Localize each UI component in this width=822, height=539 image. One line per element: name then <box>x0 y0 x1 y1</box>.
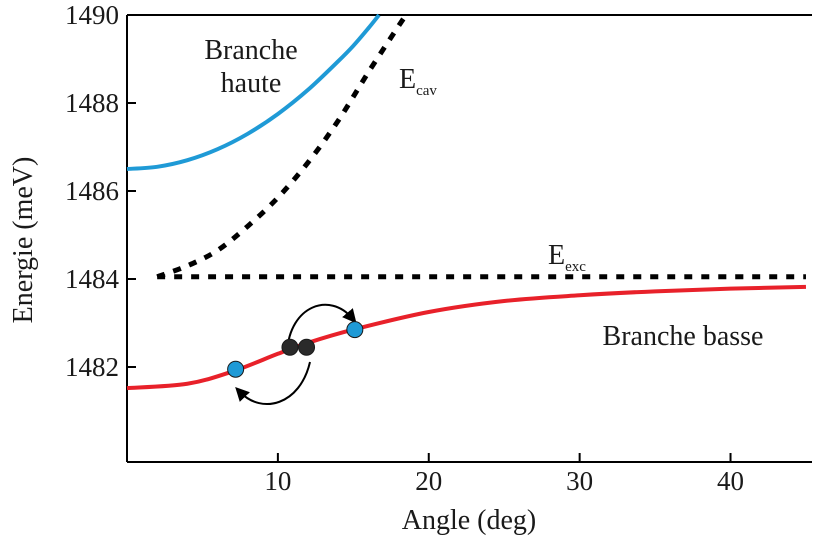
x-axis-title: Angle (deg) <box>402 505 537 536</box>
x-tick-label: 20 <box>415 466 442 496</box>
polariton-marker-1 <box>281 338 299 356</box>
polariton-marker-2 <box>298 338 316 356</box>
y-tick-label: 1486 <box>65 176 119 206</box>
x-tick-label: 10 <box>264 466 291 496</box>
polariton-marker-0 <box>227 360 245 378</box>
x-tick-label: 40 <box>717 466 744 496</box>
label-eexc: Eexc <box>548 240 586 275</box>
scatter-arrow-down <box>235 361 311 405</box>
label-branche-basse: Branche basse <box>603 321 764 352</box>
y-tick-label: 1484 <box>65 264 120 294</box>
y-axis-title: Energie (meV) <box>8 157 39 324</box>
label-ecav: Ecav <box>399 64 437 99</box>
scatter-arrow-up <box>286 303 357 353</box>
series-line-0 <box>126 13 381 171</box>
x-tick-label: 30 <box>566 466 593 496</box>
y-tick-label: 1488 <box>65 88 119 118</box>
y-tick-label: 1490 <box>65 0 119 30</box>
axis-ticks: 1482 1484 1486 1488 1490 10 20 30 40 <box>65 0 744 496</box>
marker-layer <box>227 321 364 378</box>
label-branche-haute-line2: haute <box>221 68 282 99</box>
y-tick-label: 1482 <box>65 352 119 382</box>
polariton-marker-3 <box>346 321 364 339</box>
label-branche-haute-line1: Branche <box>204 35 297 66</box>
